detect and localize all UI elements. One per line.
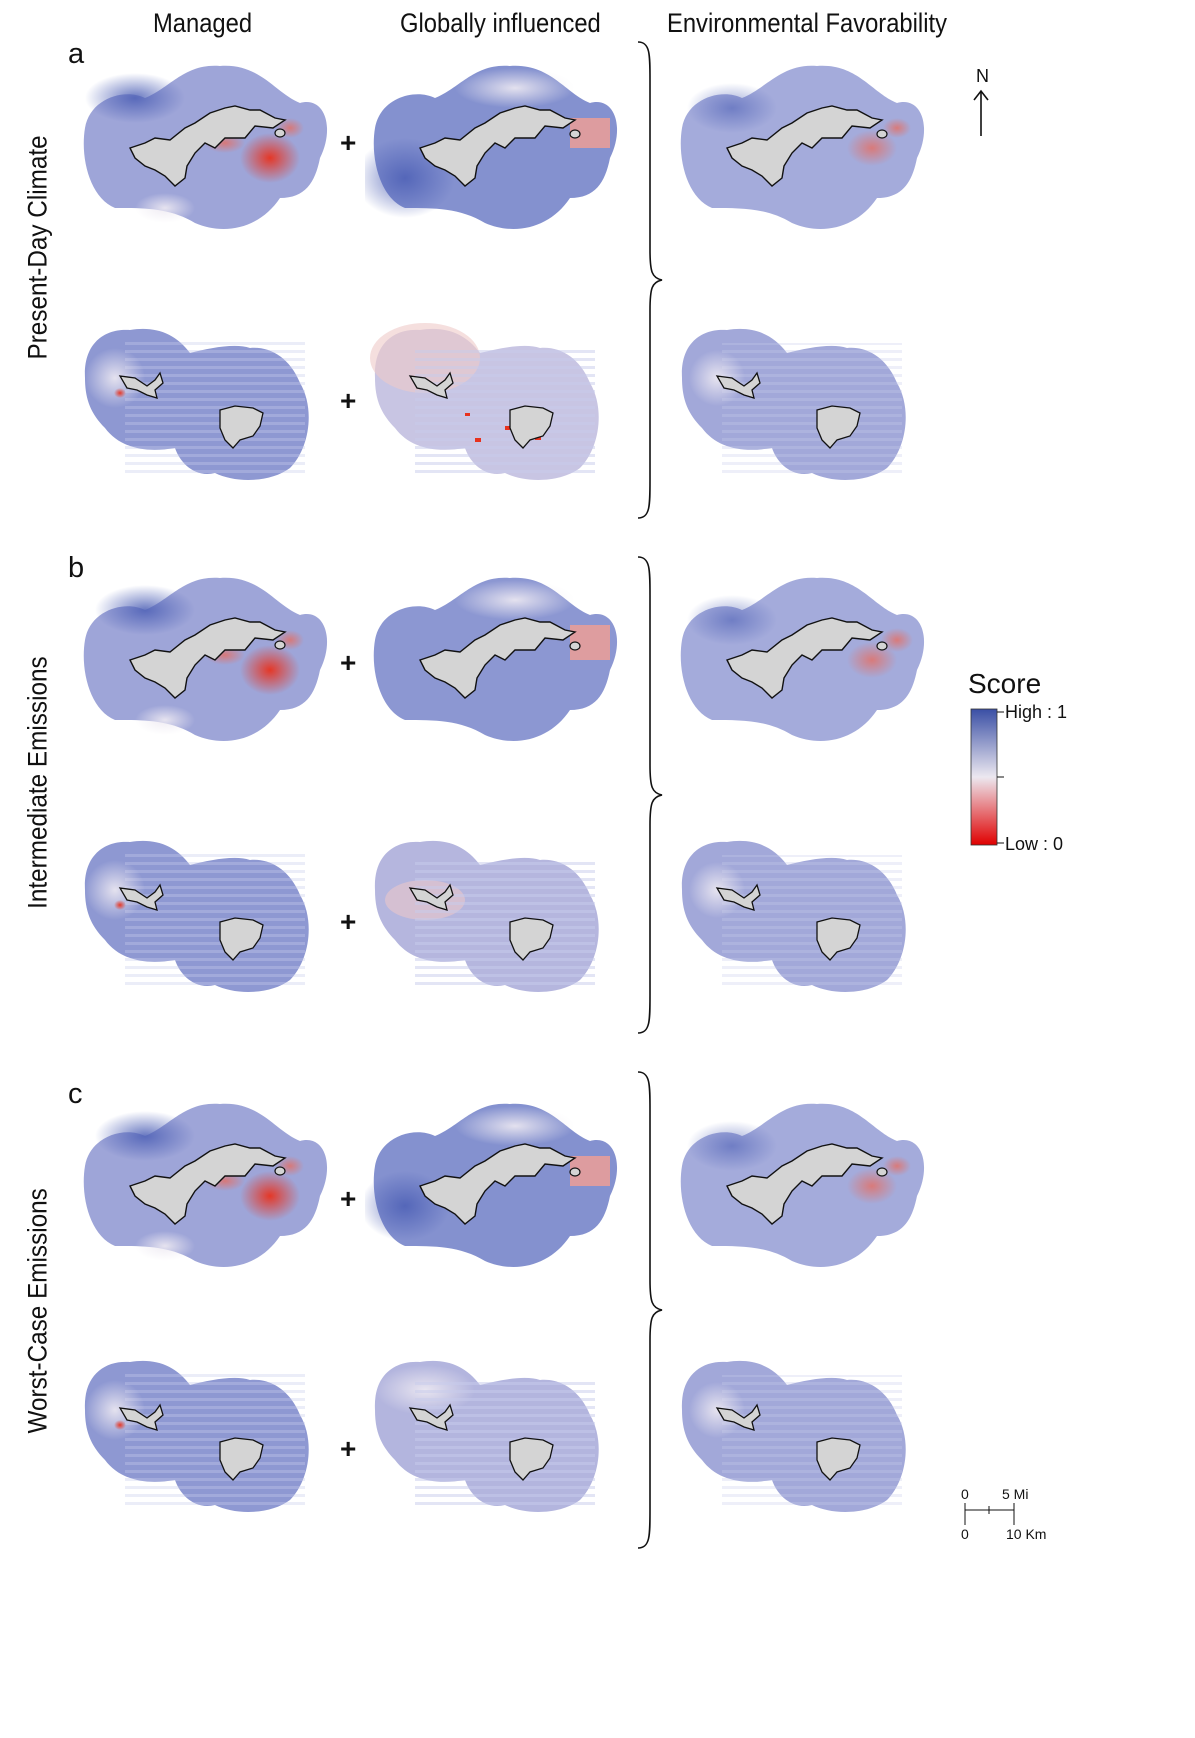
brace-worst-case xyxy=(637,1071,663,1549)
row-label-worst-case-emissions: Worst-Case Emissions xyxy=(22,1188,53,1434)
map-favorability-worstcase-outer xyxy=(681,1360,906,1512)
plus-operator: + xyxy=(340,127,357,158)
scale-mi-start: 0 xyxy=(961,1486,969,1502)
legend-high-label: High : 1 xyxy=(1005,702,1068,722)
map-managed-present-outer xyxy=(84,328,309,480)
plus-operator: + xyxy=(340,1433,357,1464)
column-header-globally-influenced: Globally influenced xyxy=(400,8,601,38)
legend-color-ramp xyxy=(970,708,1004,846)
map-managed-worstcase-main xyxy=(83,1103,328,1268)
column-header-environmental-favorability: Environmental Favorability xyxy=(667,8,947,38)
scale-bar xyxy=(964,1503,1015,1525)
map-managed-intermediate-outer xyxy=(84,840,309,992)
map-globally-influenced-worstcase-main xyxy=(365,1103,618,1268)
scale-km-end: 10 Km xyxy=(1006,1526,1047,1542)
legend-low-label: Low : 0 xyxy=(1005,834,1064,854)
plus-operator: + xyxy=(340,1183,357,1214)
legend-title: Score xyxy=(968,668,1042,699)
map-globally-influenced-worstcase-outer xyxy=(374,1360,599,1512)
map-favorability-intermediate-outer xyxy=(681,840,906,992)
north-arrow-icon xyxy=(973,89,989,136)
panel-letter-a: a xyxy=(68,38,85,70)
map-globally-influenced-present-outer xyxy=(370,323,599,480)
panel-letter-b: b xyxy=(68,552,85,584)
panel-letter-c: c xyxy=(68,1078,83,1110)
plus-operator: + xyxy=(340,385,357,416)
brace-intermediate xyxy=(637,556,663,1034)
row-label-present-day-climate: Present-Day Climate xyxy=(22,135,53,360)
map-globally-influenced-intermediate-outer xyxy=(374,840,599,992)
map-favorability-present-main xyxy=(680,65,925,230)
map-managed-present-main xyxy=(83,65,328,230)
plus-operator: + xyxy=(340,647,357,678)
row-label-intermediate-emissions: Intermediate Emissions xyxy=(22,656,53,909)
map-favorability-worstcase-main xyxy=(680,1103,925,1268)
scale-km-start: 0 xyxy=(961,1526,969,1542)
column-header-managed: Managed xyxy=(153,8,253,38)
map-favorability-present-outer xyxy=(681,328,906,480)
map-favorability-intermediate-main xyxy=(680,577,925,742)
map-managed-worstcase-outer xyxy=(84,1360,309,1512)
scale-mi-end: 5 Mi xyxy=(1002,1486,1029,1502)
north-label: N xyxy=(976,66,989,86)
map-managed-intermediate-main xyxy=(83,577,328,742)
plus-operator: + xyxy=(340,906,357,937)
brace-present-day xyxy=(637,41,663,519)
map-globally-influenced-intermediate-main xyxy=(373,577,618,742)
map-globally-influenced-present-main xyxy=(365,65,618,230)
